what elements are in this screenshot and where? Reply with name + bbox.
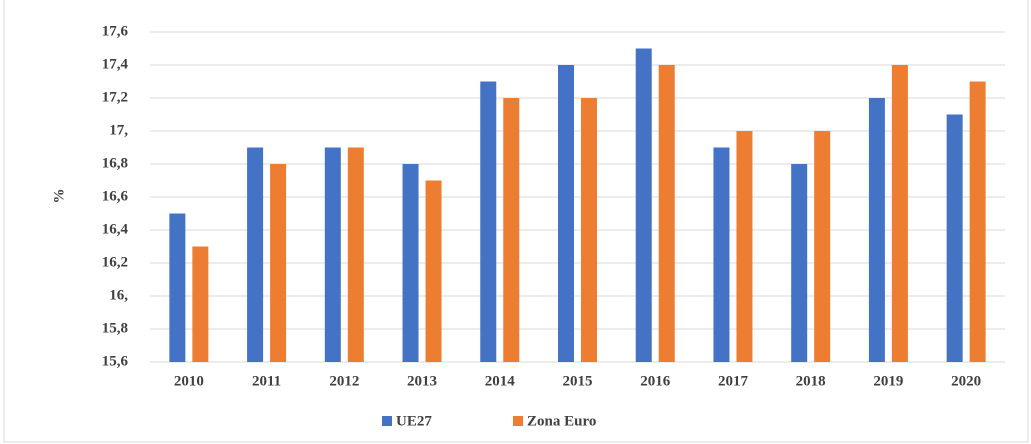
bar bbox=[581, 98, 597, 362]
x-tick-label: 2020 bbox=[951, 373, 981, 389]
x-tick-label: 2016 bbox=[640, 373, 671, 389]
x-tick-label: 2013 bbox=[407, 373, 437, 389]
y-tick-label: 17,4 bbox=[102, 56, 129, 72]
y-tick-label: 15,6 bbox=[102, 353, 129, 369]
x-tick-label: 2014 bbox=[485, 373, 516, 389]
bar bbox=[946, 114, 963, 362]
y-tick-label: 16,2 bbox=[102, 254, 128, 270]
bar bbox=[192, 246, 209, 362]
x-tick-label: 2019 bbox=[873, 373, 903, 389]
bar bbox=[891, 65, 908, 362]
y-tick-label: 16,6 bbox=[102, 188, 129, 204]
y-tick-label: 15,8 bbox=[102, 320, 128, 336]
y-tick-label: 16, bbox=[109, 287, 128, 303]
legend-label: UE27 bbox=[396, 413, 432, 429]
bar bbox=[969, 81, 986, 362]
bar bbox=[635, 48, 652, 362]
y-tick-label: 16,8 bbox=[102, 155, 128, 171]
bar bbox=[558, 65, 574, 362]
bar bbox=[791, 164, 808, 362]
y-axis-label: % bbox=[51, 189, 67, 204]
y-tick-label: 17, bbox=[109, 122, 128, 138]
bar bbox=[736, 131, 753, 362]
bar bbox=[270, 164, 287, 362]
bar bbox=[658, 65, 675, 362]
bar bbox=[713, 147, 730, 362]
bar bbox=[425, 180, 442, 362]
bar bbox=[868, 98, 885, 362]
y-tick-label: 17,6 bbox=[102, 23, 129, 39]
y-tick-label: 16,4 bbox=[102, 221, 129, 237]
legend-label: Zona Euro bbox=[527, 413, 596, 429]
bar bbox=[247, 147, 264, 362]
bar bbox=[814, 131, 831, 362]
legend-swatch bbox=[513, 416, 523, 426]
bar bbox=[347, 147, 364, 362]
bar bbox=[503, 98, 520, 362]
y-tick-label: 17,2 bbox=[102, 89, 128, 105]
x-tick-label: 2010 bbox=[174, 373, 204, 389]
x-tick-label: 2017 bbox=[718, 373, 749, 389]
x-tick-label: 2015 bbox=[563, 373, 593, 389]
x-tick-label: 2018 bbox=[796, 373, 826, 389]
bar bbox=[402, 164, 419, 362]
bar bbox=[169, 213, 186, 362]
legend-swatch bbox=[382, 416, 392, 426]
bar bbox=[324, 147, 341, 362]
x-tick-label: 2012 bbox=[329, 373, 359, 389]
x-tick-label: 2011 bbox=[252, 373, 281, 389]
bar bbox=[480, 81, 497, 362]
